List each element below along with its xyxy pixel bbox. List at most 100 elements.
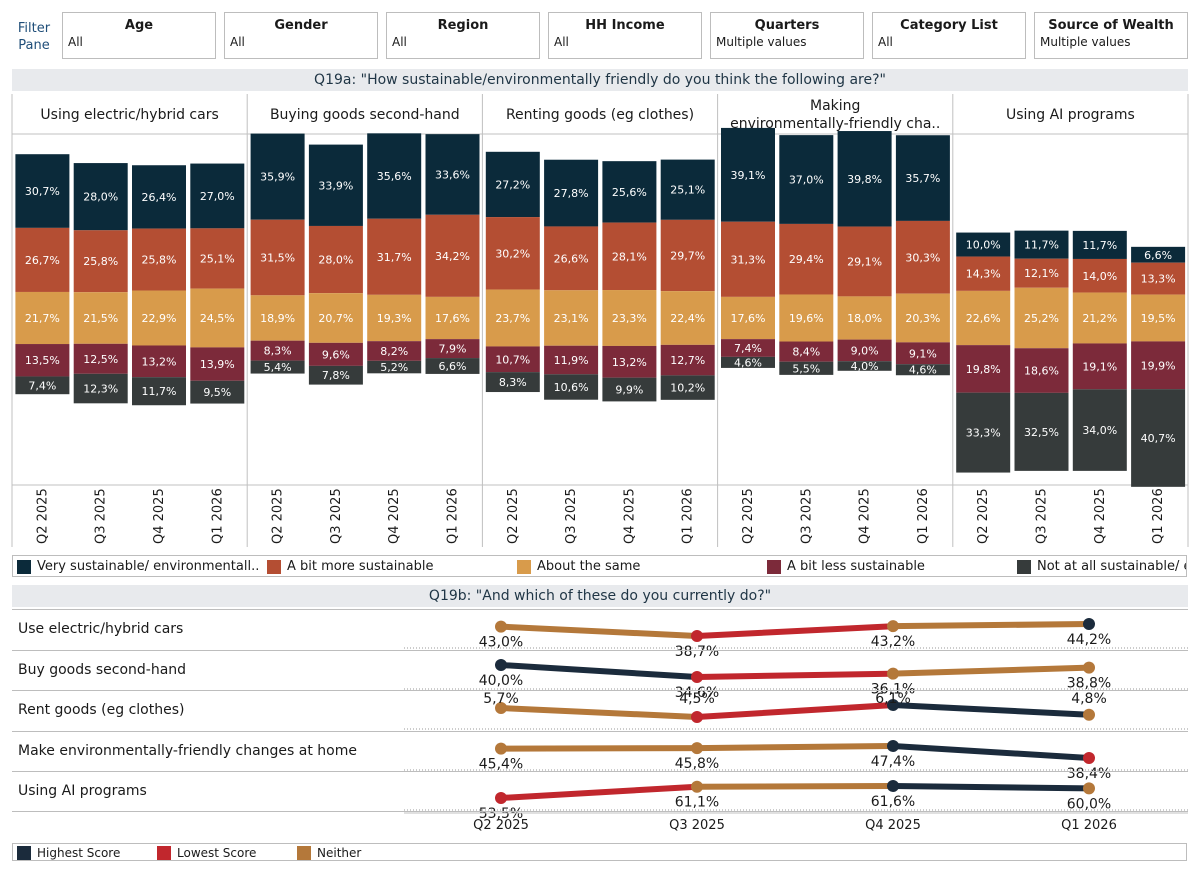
bar-segment-very [602,161,657,223]
bar-label: 23,1% [554,312,589,325]
x-tick-label: Q1 2026 [1151,488,1166,544]
bar-segment-very [1014,230,1069,259]
series-line [890,702,1092,718]
bar-segment-bit-less [250,340,305,361]
x-tick-label: Q2 2025 [271,488,286,544]
q19b-row-label: Use electric/hybrid cars [18,621,184,637]
legend-swatch-very [17,559,31,574]
x-tick-label: Q3 2025 [94,488,109,544]
series-point [691,630,703,642]
bar-segment-same [308,293,363,343]
point-label: 36,1% [871,682,915,698]
bar-segment-bit-less [895,342,950,365]
bar-segment-same [660,291,715,345]
bar-label: 25,1% [200,252,235,265]
bar-label: 25,2% [1024,312,1059,325]
bar-label: 35,9% [260,171,295,184]
bar-label: 24,5% [200,312,235,325]
series-line [890,783,1092,792]
bar-segment-same [602,290,657,346]
legend-label-very: Very sustainable/ environmentall.. [37,559,260,574]
bar-label: 33,3% [966,427,1001,440]
point-label: 5,7% [483,691,519,707]
filter-source-of-wealth[interactable]: Source of Wealth Multiple values [1034,12,1188,59]
bar-label: 26,4% [142,191,177,204]
x-tick-label: Q2 2025 [35,488,50,544]
bar-segment-bit-more [895,220,950,294]
bar-segment-not-at-all [250,360,305,374]
row-divider [12,690,1188,691]
legend-swatch-highest [17,846,31,860]
bar-segment-bit-less [779,341,834,362]
bar-label: 7,4% [734,342,762,355]
bar-segment-not-at-all [602,377,657,402]
bar-label: 28,0% [318,254,353,267]
bar-segment-same [485,289,540,347]
filter-region[interactable]: Region All [386,12,540,59]
filter-gender[interactable]: Gender All [224,12,378,59]
bar-label: 25,8% [142,254,177,267]
bar-label: 19,5% [1141,312,1176,325]
bar-label: 39,1% [731,169,766,182]
filter-category-list[interactable]: Category List All [872,12,1026,59]
filter-hh-income[interactable]: HH Income All [548,12,702,59]
bar-label: 4,6% [734,356,762,369]
row-divider [12,650,1188,651]
bar-label: 6,6% [1144,249,1172,262]
bar-label: 27,2% [495,178,530,191]
bar-segment-same [1014,287,1069,349]
series-point [1083,708,1095,721]
bar-label: 4,6% [909,364,937,377]
bar-segment-very [250,133,305,220]
bar-segment-bit-more [837,226,892,297]
bar-segment-bit-less [1131,341,1186,390]
bar-segment-not-at-all [721,356,775,368]
bar-label: 9,1% [909,347,937,360]
legend-swatch-same [517,559,531,574]
bar-segment-bit-more [721,221,775,297]
bar-label: 18,0% [847,312,882,325]
bar-segment-bit-more [308,225,363,294]
bar-label: 26,6% [554,252,589,265]
bar-label: 25,6% [612,186,647,199]
bar-label: 25,1% [670,184,705,197]
bar-segment-bit-less [721,339,775,357]
bar-label: 7,9% [439,343,467,356]
bar-label: 19,9% [1141,359,1176,372]
point-label: 40,0% [479,673,523,689]
q19b-legend: Highest Score Lowest Score Neither [12,843,1187,861]
bar-label: 18,9% [260,312,295,325]
bar-segment-very [660,159,715,220]
series-point [691,780,703,793]
bar-segment-not-at-all [425,358,480,374]
series-point [495,620,507,633]
bar-label: 23,3% [612,312,647,325]
point-label: 45,8% [675,756,719,772]
bar-label: 17,6% [435,312,470,325]
panel-title: Making [810,98,860,114]
bar-label: 33,6% [435,168,470,181]
bar-segment-bit-more [73,230,128,293]
bar-label: 12,7% [670,354,705,367]
x-tick-label: Q4 2025 [865,818,921,833]
point-label: 53,5% [479,806,523,822]
bar-label: 34,0% [1082,424,1117,437]
bar-segment-same [837,296,892,340]
bar-segment-bit-more [1014,258,1069,288]
series-point [495,792,507,804]
bar-label: 19,1% [1082,360,1117,373]
bar-segment-bit-more [485,217,540,290]
filter-quarters[interactable]: Quarters Multiple values [710,12,864,59]
bar-label: 12,5% [83,353,118,366]
filter-age[interactable]: Age All [62,12,216,59]
legend-label-bit-less: A bit less sustainable [787,559,925,574]
filter-value: All [878,35,893,49]
bar-label: 35,7% [905,172,940,185]
filter-title: Gender [274,18,328,33]
point-label: 60,0% [1067,796,1111,812]
bar-segment-bit-more [779,223,834,295]
bar-segment-bit-less [132,345,186,378]
x-tick-label: Q3 2025 [1035,488,1050,544]
bar-label: 7,4% [28,379,56,392]
